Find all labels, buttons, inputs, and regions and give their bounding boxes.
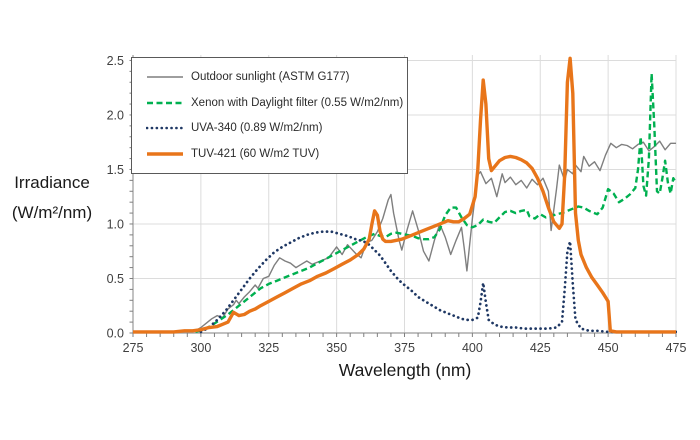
legend-item-tuv-421: TUV-421 (60 W/m2 TUV) — [146, 148, 401, 160]
legend-label: TUV-421 (60 W/m2 TUV) — [191, 148, 320, 161]
x-tick-label: 325 — [258, 341, 279, 355]
x-tick-label: 275 — [123, 341, 144, 355]
legend-item-xenon-daylight-filter: Xenon with Daylight filter (0.55 W/m2/nm… — [146, 96, 404, 109]
x-tick-label: 350 — [326, 341, 347, 355]
x-axis-label: Wavelength (nm) — [338, 360, 472, 380]
series-line-2 — [199, 230, 677, 334]
legend-item-uva-340: UVA-340 (0.89 W/m2/nm) — [146, 122, 401, 134]
x-tick-label: 300 — [190, 341, 211, 355]
line-sample-icon — [147, 76, 183, 78]
y-tick-label: 2.0 — [107, 108, 124, 122]
y-axis-label: Irradiance (W/m²/nm) — [0, 168, 104, 228]
chart-legend: Outdoor sunlight (ASTM G177) Xenon with … — [131, 57, 408, 174]
y-axis-label-line1: Irradiance — [14, 173, 90, 192]
line-sample-icon — [147, 152, 183, 156]
y-tick-label: 0.0 — [107, 327, 124, 341]
line-sample-icon — [146, 127, 184, 130]
legend-label: Xenon with Daylight filter (0.55 W/m2/nm… — [191, 96, 404, 109]
y-tick-label: 0.5 — [107, 272, 124, 286]
legend-label: Outdoor sunlight (ASTM G177) — [191, 70, 350, 83]
y-tick-label: 1.5 — [107, 163, 124, 177]
x-tick-label: 400 — [462, 341, 483, 355]
legend-item-outdoor-sunlight: Outdoor sunlight (ASTM G177) — [146, 71, 401, 83]
x-tick-label: 475 — [666, 341, 687, 355]
series-line-1 — [195, 72, 677, 334]
legend-label: UVA-340 (0.89 W/m2/nm) — [191, 122, 323, 135]
x-tick-label: 450 — [598, 341, 619, 355]
y-tick-label: 1.0 — [107, 217, 124, 231]
line-sample-icon — [147, 101, 183, 104]
series-line-3 — [133, 56, 676, 334]
y-tick-label: 2.5 — [107, 54, 124, 68]
y-axis-label-line2: (W/m²/nm) — [11, 202, 93, 222]
x-tick-label: 425 — [530, 341, 551, 355]
x-tick-label: 375 — [394, 341, 415, 355]
